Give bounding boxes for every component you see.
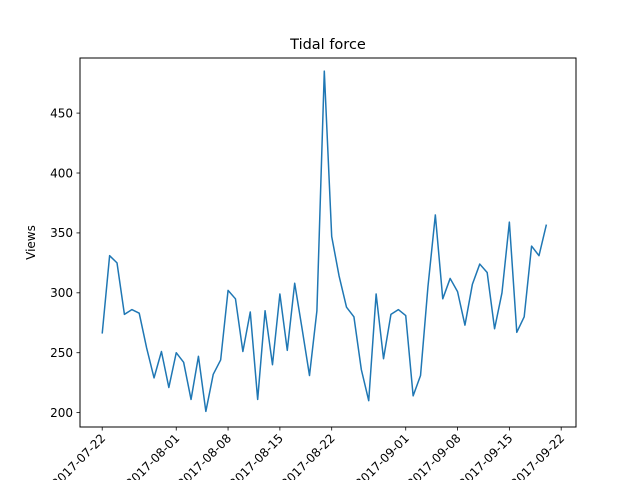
- y-tick-label: 450: [50, 106, 73, 120]
- y-tick-label: 350: [50, 226, 73, 240]
- x-tick-label: 2017-09-15: [456, 431, 515, 480]
- x-tick-label: 2017-08-01: [123, 431, 182, 480]
- y-axis-label: Views: [24, 225, 38, 260]
- chart-title: Tidal force: [289, 37, 366, 53]
- x-axis-ticks: 2017-07-22 2017-08-012017-08-082017-08-15…: [49, 427, 567, 480]
- x-tick-label: 2017-09-22: [508, 431, 567, 480]
- x-tick-label: 2017-08-15: [227, 431, 286, 480]
- x-tick-label: 2017-07-22: [49, 431, 108, 480]
- series-line: [101, 70, 548, 413]
- plot-area-background: [80, 58, 576, 427]
- y-tick-label: 300: [50, 286, 73, 300]
- plot-area-frame: [79, 57, 577, 428]
- y-tick-label: 400: [50, 166, 73, 180]
- x-tick-label: 2017-08-08: [175, 431, 234, 480]
- y-tick-label: 250: [50, 346, 73, 360]
- x-tick-label: 2017-08-22: [279, 431, 338, 480]
- y-tick-label: 200: [50, 406, 73, 420]
- x-tick-label: 2017-09-01: [353, 431, 412, 480]
- x-tick-label: 2017-09-08: [404, 431, 463, 480]
- y-axis-ticks: 200 250 300 350 400 450: [50, 106, 80, 420]
